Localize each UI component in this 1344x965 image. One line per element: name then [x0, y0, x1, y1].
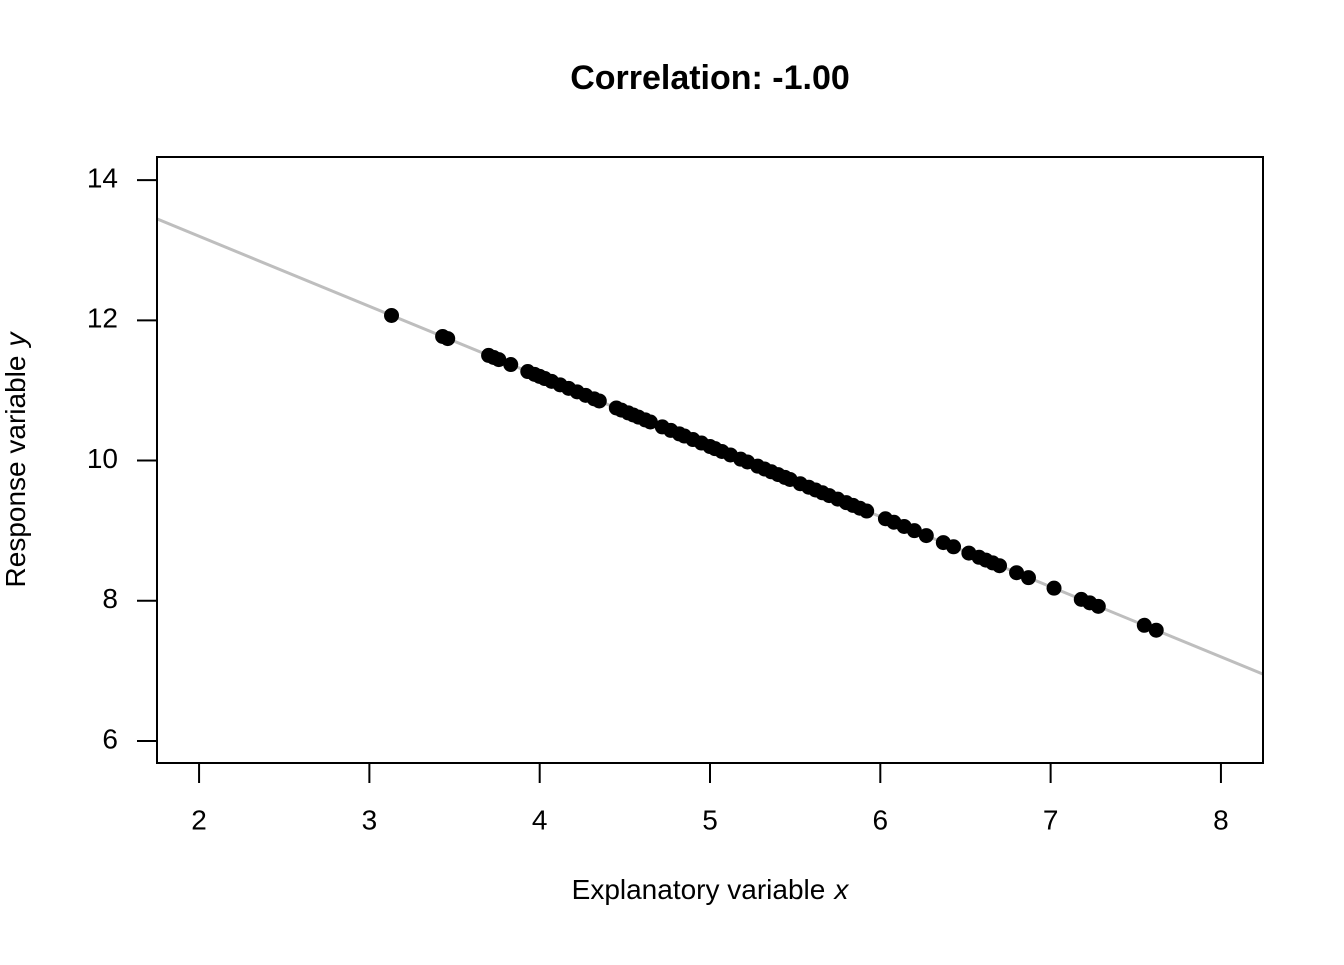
point — [384, 307, 400, 323]
x-axis-label: Explanatory variable x — [572, 874, 850, 905]
x-axis-label-text: Explanatory variable — [572, 874, 826, 905]
y-tick-label: 6 — [102, 723, 118, 754]
x-tick-label: 4 — [532, 804, 548, 835]
point — [906, 523, 922, 539]
x-tick-label: 2 — [191, 804, 207, 835]
plot-area — [157, 217, 1263, 676]
y-axis-label-var: y — [0, 331, 31, 349]
y-tick-label: 14 — [87, 163, 118, 194]
y-tick-label: 12 — [87, 303, 118, 334]
x-tick-label: 8 — [1213, 804, 1229, 835]
point — [503, 357, 519, 373]
y-axis-label-text: Response variable — [0, 356, 31, 588]
point — [918, 528, 934, 544]
y-axis-label: Response variable y — [0, 331, 31, 588]
point — [591, 393, 607, 409]
point — [1136, 617, 1152, 633]
point — [642, 414, 658, 430]
point — [1046, 580, 1062, 596]
point — [992, 558, 1008, 574]
point — [1009, 565, 1025, 581]
chart-title: Correlation: -1.00 — [570, 59, 850, 97]
point — [1020, 570, 1036, 586]
point — [491, 352, 507, 368]
point — [1090, 598, 1106, 614]
x-tick-label: 6 — [873, 804, 889, 835]
x-tick-label: 3 — [362, 804, 378, 835]
y-tick-label: 10 — [87, 443, 118, 474]
plot-frame — [156, 156, 1264, 764]
point — [859, 503, 875, 519]
x-tick-label: 5 — [702, 804, 718, 835]
y-tick-label: 8 — [102, 583, 118, 614]
point — [440, 331, 456, 347]
x-tick-label: 7 — [1043, 804, 1059, 835]
point — [1148, 622, 1164, 638]
point — [946, 539, 962, 555]
x-axis-label-var: x — [832, 874, 849, 905]
